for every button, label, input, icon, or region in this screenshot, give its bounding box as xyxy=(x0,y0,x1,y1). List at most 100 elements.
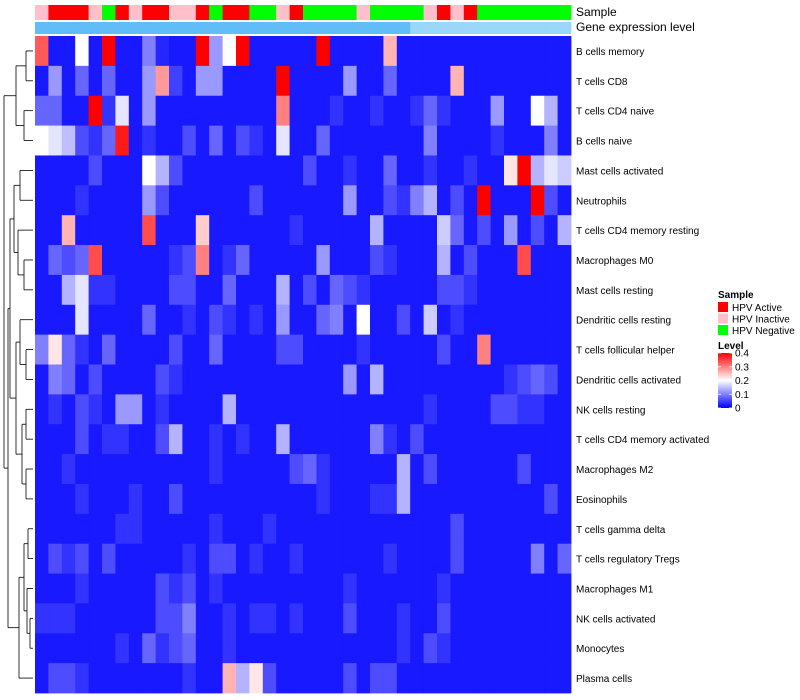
heatmap-cell xyxy=(544,125,558,156)
sample-annotation-cell xyxy=(169,5,183,20)
heatmap-cell xyxy=(61,125,76,156)
heatmap-cell xyxy=(236,274,250,306)
heatmap-cell xyxy=(356,304,371,336)
heatmap-cell xyxy=(463,573,478,604)
heatmap-cell xyxy=(504,95,518,126)
heatmap-cell xyxy=(222,513,237,545)
heatmap-cell xyxy=(490,394,505,425)
heatmap-cell xyxy=(289,394,304,425)
heatmap-cell xyxy=(155,394,170,425)
heatmap-cell xyxy=(195,95,210,126)
heatmap-cell xyxy=(437,245,451,276)
heatmap-cell xyxy=(383,125,398,156)
heatmap-cell xyxy=(115,185,130,216)
heatmap-cell xyxy=(410,304,424,336)
heatmap-cell xyxy=(61,424,76,455)
row-dendrogram xyxy=(3,50,33,679)
heatmap-cell xyxy=(356,215,371,246)
heatmap-cell xyxy=(88,633,103,664)
heatmap-cell xyxy=(303,454,317,485)
heatmap-cell xyxy=(142,245,156,276)
heatmap-cell xyxy=(142,155,156,186)
heatmap-cell xyxy=(209,513,223,545)
heatmap-cell xyxy=(155,364,170,395)
heatmap-cell xyxy=(463,364,478,395)
heatmap-cell xyxy=(423,483,438,515)
heatmap-cell xyxy=(155,334,170,365)
sample-annotation-cell xyxy=(383,5,398,20)
sample-annotation-cell xyxy=(356,5,371,20)
heatmap-cell xyxy=(48,155,63,186)
heatmap-cell xyxy=(490,573,505,604)
heatmap-cell xyxy=(504,573,518,604)
gene-expression-annotation-cell xyxy=(557,22,572,34)
heatmap-cell xyxy=(155,95,170,126)
heatmap-cell xyxy=(423,334,438,365)
heatmap-cell xyxy=(437,364,451,395)
sample-legend-label: HPV Inactive xyxy=(732,315,790,326)
gene-expression-annotation-cell xyxy=(423,22,438,34)
heatmap-cell xyxy=(557,334,572,365)
heatmap-cell xyxy=(356,125,371,156)
heatmap-cell xyxy=(128,334,143,365)
heatmap-cell xyxy=(343,125,357,156)
heatmap-cell xyxy=(61,274,76,306)
heatmap-cell xyxy=(517,513,532,545)
heatmap-cell xyxy=(303,215,317,246)
heatmap-cell xyxy=(517,95,532,126)
heatmap-cell xyxy=(289,663,304,694)
heatmap-cell xyxy=(262,663,277,694)
heatmap-cell xyxy=(530,65,545,97)
sample-annotation-cell xyxy=(262,5,277,20)
row-label: T cells CD8 xyxy=(576,77,628,88)
heatmap-cell xyxy=(115,663,130,694)
heatmap-cell xyxy=(329,334,344,365)
heatmap-cell xyxy=(35,633,49,664)
heatmap-cell xyxy=(236,364,250,395)
heatmap-cell xyxy=(463,125,478,156)
heatmap-cell xyxy=(343,155,357,186)
heatmap-cell xyxy=(463,603,478,634)
heatmap-cell xyxy=(289,155,304,186)
heatmap-cell xyxy=(557,155,572,186)
heatmap-cell xyxy=(169,364,183,395)
heatmap-cell xyxy=(410,245,424,276)
heatmap-cell xyxy=(35,36,49,67)
heatmap-cell xyxy=(128,573,143,604)
heatmap-cell xyxy=(504,633,518,664)
heatmap-cell xyxy=(490,95,505,126)
heatmap-cell xyxy=(383,215,398,246)
sample-legend-swatch xyxy=(718,302,728,312)
heatmap-cell xyxy=(490,155,505,186)
heatmap-cell xyxy=(544,394,558,425)
heatmap-cell xyxy=(75,633,89,664)
heatmap-cell xyxy=(370,155,384,186)
heatmap-cell xyxy=(128,185,143,216)
heatmap-cell xyxy=(142,36,156,67)
heatmap-cell xyxy=(383,394,398,425)
heatmap-cell xyxy=(48,185,63,216)
heatmap-cell xyxy=(88,483,103,515)
heatmap-cell xyxy=(249,573,264,604)
heatmap-cell xyxy=(370,663,384,694)
heatmap-cell xyxy=(182,95,197,126)
heatmap-cell xyxy=(115,95,130,126)
heatmap-cell xyxy=(423,454,438,485)
heatmap-cell xyxy=(182,633,197,664)
heatmap-cell xyxy=(303,573,317,604)
heatmap-cell xyxy=(236,155,250,186)
heatmap-cell xyxy=(289,215,304,246)
row-label: Macrophages M1 xyxy=(576,584,654,595)
heatmap-cell xyxy=(450,633,465,664)
heatmap-cell xyxy=(276,603,290,634)
heatmap-cell xyxy=(477,155,491,186)
gene-expression-annotation-cell xyxy=(329,22,344,34)
gene-expression-annotation-cell xyxy=(530,22,545,34)
heatmap-cell xyxy=(48,245,63,276)
heatmap-cell xyxy=(423,424,438,455)
heatmap-cell xyxy=(396,36,411,67)
heatmap-cell xyxy=(303,633,317,664)
heatmap-cell xyxy=(517,483,532,515)
sample-legend-swatch xyxy=(718,325,728,335)
heatmap-cell xyxy=(303,334,317,365)
